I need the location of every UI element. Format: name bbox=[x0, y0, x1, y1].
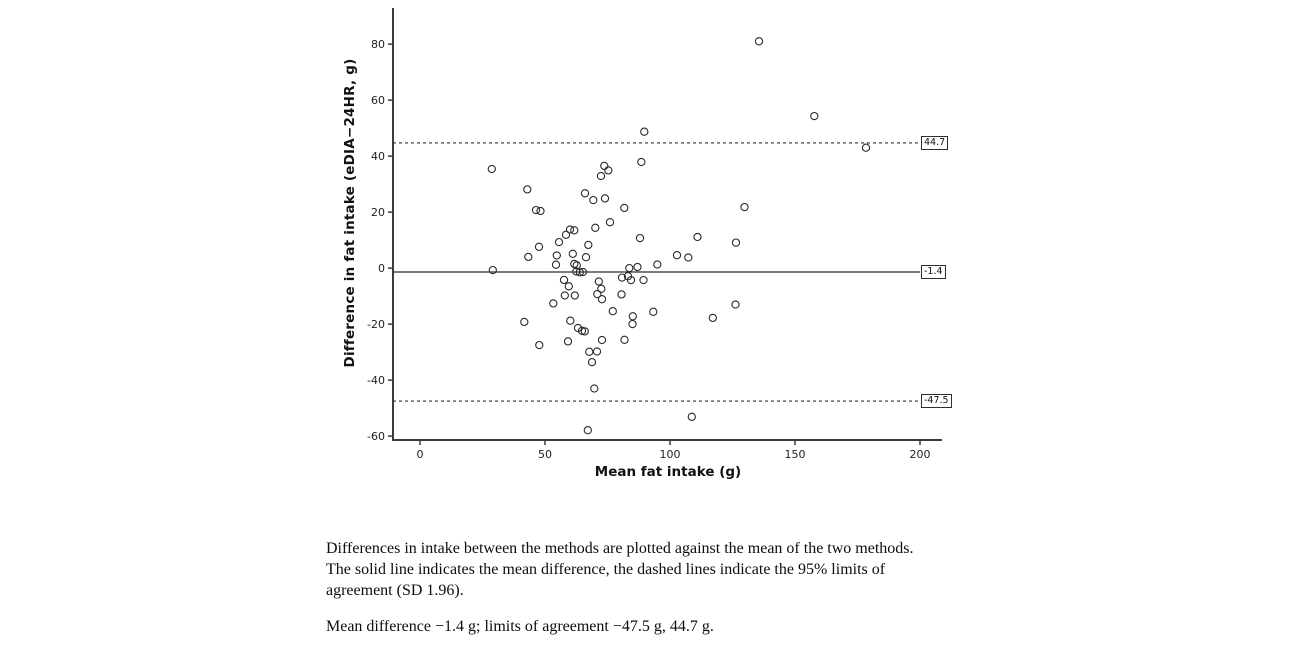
x-tick-label: 100 bbox=[660, 448, 681, 461]
data-point bbox=[594, 277, 603, 286]
caption-paragraph-1: Differences in intake between the method… bbox=[326, 540, 914, 599]
data-point bbox=[639, 275, 648, 285]
data-point bbox=[740, 202, 749, 212]
y-tick-label: -60 bbox=[367, 430, 385, 443]
data-point bbox=[810, 111, 819, 121]
data-point bbox=[633, 262, 642, 272]
data-point bbox=[628, 312, 637, 321]
x-tick-label: 200 bbox=[910, 448, 931, 461]
y-tick-label: 0 bbox=[378, 262, 385, 275]
data-point bbox=[566, 316, 575, 325]
data-point bbox=[592, 347, 602, 356]
x-tick-label: 50 bbox=[538, 448, 552, 461]
data-point bbox=[568, 249, 577, 258]
upper-loa-label: 44.7 bbox=[921, 135, 949, 150]
data-point bbox=[520, 317, 529, 327]
x-axis-title: Mean fat intake (g) bbox=[594, 464, 742, 480]
data-point bbox=[575, 268, 584, 277]
y-tick-label: 60 bbox=[371, 94, 385, 107]
y-axis-title: Difference in fat intake (eDIA−24HR, g) bbox=[342, 58, 358, 368]
data-point bbox=[861, 143, 871, 152]
data-point bbox=[535, 340, 544, 350]
data-point bbox=[523, 185, 532, 194]
data-point bbox=[640, 127, 649, 136]
y-tick-label: -20 bbox=[367, 318, 385, 331]
caption-paragraph-2: Mean difference −1.4 g; limits of agreem… bbox=[326, 618, 714, 635]
data-point bbox=[687, 412, 696, 421]
data-point bbox=[620, 335, 629, 344]
data-point bbox=[580, 327, 589, 336]
data-point bbox=[600, 194, 610, 203]
data-point bbox=[578, 267, 588, 277]
mean-difference-label: -1.4 bbox=[921, 265, 946, 279]
data-point bbox=[534, 242, 544, 251]
data-point bbox=[593, 289, 602, 299]
data-point bbox=[626, 275, 636, 285]
y-tick-label: 40 bbox=[371, 150, 385, 163]
data-point bbox=[604, 166, 613, 175]
x-tick-label: 150 bbox=[785, 448, 806, 461]
lower-loa-label: -47.5 bbox=[921, 394, 952, 409]
data-point bbox=[554, 237, 564, 247]
data-point bbox=[583, 426, 592, 435]
data-point bbox=[608, 307, 617, 316]
data-point bbox=[585, 347, 594, 356]
data-point bbox=[625, 263, 634, 273]
data-point bbox=[488, 265, 497, 275]
data-point bbox=[563, 337, 573, 346]
data-point bbox=[617, 290, 626, 299]
data-point bbox=[617, 273, 627, 282]
data-point bbox=[589, 195, 598, 205]
data-point bbox=[600, 161, 609, 171]
data-point bbox=[597, 284, 606, 293]
data-point bbox=[531, 205, 541, 215]
figure-caption: Differences in intake between the method… bbox=[326, 538, 934, 637]
data-point bbox=[524, 252, 533, 262]
data-point bbox=[693, 232, 702, 242]
data-point bbox=[565, 225, 575, 234]
data-point bbox=[708, 313, 717, 323]
data-point bbox=[620, 203, 629, 213]
data-point bbox=[560, 291, 569, 300]
data-point bbox=[684, 253, 693, 262]
plot-area: 80 60 40 20 0 -20 -40 -60 0 50 100 150 200 44.7 -1.4-… bbox=[367, 8, 952, 461]
data-point bbox=[731, 238, 741, 247]
data-point bbox=[584, 240, 593, 250]
data-point bbox=[581, 253, 591, 262]
data-point bbox=[564, 282, 573, 291]
data-point bbox=[635, 233, 645, 243]
data-point bbox=[596, 171, 606, 181]
data-point bbox=[591, 223, 600, 232]
data-point bbox=[754, 37, 764, 46]
data-point bbox=[605, 218, 615, 227]
data-point bbox=[731, 300, 740, 309]
data-point bbox=[590, 384, 599, 393]
data-point bbox=[572, 261, 581, 270]
data-point bbox=[628, 319, 637, 329]
y-tick-label: -40 bbox=[367, 374, 385, 387]
data-point bbox=[637, 157, 646, 167]
data-point bbox=[597, 295, 607, 304]
data-point bbox=[672, 251, 682, 260]
data-point bbox=[649, 307, 658, 316]
data-point bbox=[570, 291, 579, 300]
data-point bbox=[552, 251, 561, 260]
data-point bbox=[653, 260, 662, 269]
data-point bbox=[549, 299, 558, 308]
x-tick-label: 0 bbox=[417, 448, 424, 461]
data-point bbox=[559, 275, 569, 285]
data-point bbox=[561, 230, 571, 239]
data-point bbox=[551, 260, 561, 269]
data-point bbox=[580, 189, 590, 198]
y-tick-label: 80 bbox=[371, 38, 385, 51]
data-point bbox=[536, 206, 545, 216]
data-point bbox=[487, 164, 496, 174]
y-tick-label: 20 bbox=[371, 206, 385, 219]
data-point bbox=[597, 335, 607, 345]
data-point bbox=[587, 358, 597, 367]
data-point bbox=[570, 226, 579, 235]
